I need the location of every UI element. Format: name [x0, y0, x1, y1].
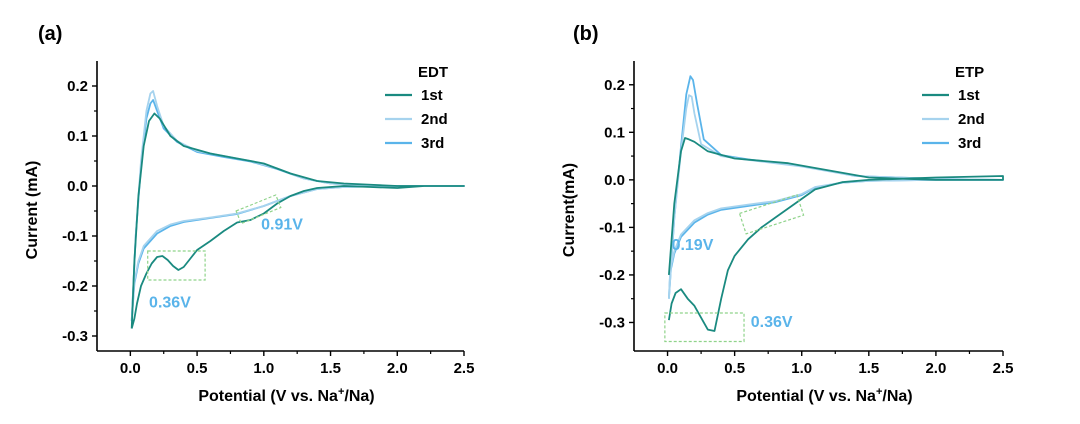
y-axis-title: Current (mA) [24, 161, 41, 260]
legend-title: EDT [418, 64, 448, 81]
peak-annotation: 0.19V [672, 237, 714, 254]
x-tick-label: 0.5 [724, 360, 745, 377]
peak-annotation: 0.36V [149, 295, 191, 312]
x-tick-label: 2.0 [925, 360, 946, 377]
x-tick-label: 2.5 [454, 360, 475, 377]
panel-label: (a) [38, 23, 62, 45]
highlight-box [235, 194, 282, 225]
x-tick-label: 2.0 [387, 360, 408, 377]
x-tick-label: 2.5 [993, 360, 1014, 377]
x-axis-title-superscript: + [876, 386, 882, 398]
legend-label: 2nd [958, 111, 985, 128]
highlight-box [738, 194, 805, 235]
x-axis-title-superscript: + [338, 386, 344, 398]
x-tick-label: 1.0 [791, 360, 812, 377]
y-tick-label: -0.1 [599, 219, 625, 236]
x-tick-label: 1.5 [858, 360, 879, 377]
legend-label: 2nd [421, 111, 448, 128]
x-axis-title: Potential (V vs. Na+/Na) [198, 386, 374, 405]
legend-label: 3rd [421, 135, 444, 152]
series-line-1st [668, 137, 1004, 332]
y-tick-label: -0.3 [62, 328, 88, 345]
y-tick-label: 0.0 [604, 172, 625, 189]
x-tick-label: 1.5 [320, 360, 341, 377]
legend-label: 1st [421, 87, 443, 104]
y-tick-label: -0.3 [599, 314, 625, 331]
x-axis-title: Potential (V vs. Na+/Na) [736, 386, 912, 405]
y-tick-label: 0.1 [604, 124, 625, 141]
y-tick-label: 0.2 [604, 77, 625, 94]
x-tick-label: 1.0 [253, 360, 274, 377]
peak-annotation: 0.36V [751, 314, 793, 331]
x-tick-label: 0.5 [187, 360, 208, 377]
y-tick-label: -0.2 [62, 278, 88, 295]
series-line-1st [130, 112, 465, 329]
y-tick-label: 0.0 [67, 178, 88, 195]
legend-label: 3rd [958, 135, 981, 152]
chart-panel-0: (a) 0.0 0.5 1.0 1.5 2.0 2.5 -0.3 -0.2 -0.1 0.0 0.1 0… [24, 23, 474, 405]
highlight-box [664, 312, 745, 343]
y-tick-label: -0.1 [62, 228, 88, 245]
y-axis-title: Current(mA) [561, 163, 578, 257]
panel-label: (b) [573, 23, 599, 45]
peak-annotation: 0.91V [261, 217, 303, 234]
legend-label: 1st [958, 87, 980, 104]
highlight-box [147, 250, 206, 281]
y-tick-label: 0.1 [67, 128, 88, 145]
y-tick-label: 0.2 [67, 78, 88, 95]
chart-panel-1: (b) 0.0 0.5 1.0 1.5 2.0 2.5 -0.3 -0.2 -0.1 0.0 0.1 0… [561, 23, 1013, 405]
legend-title: ETP [955, 64, 984, 81]
x-tick-label: 0.0 [120, 360, 141, 377]
y-tick-label: -0.2 [599, 267, 625, 284]
x-tick-label: 0.0 [657, 360, 678, 377]
